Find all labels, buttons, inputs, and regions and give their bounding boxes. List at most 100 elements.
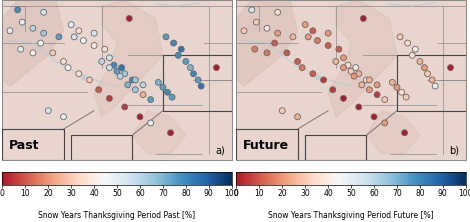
Point [90,44,98,47]
Point [113,69,121,73]
Point [79,39,87,42]
Point [95,88,102,91]
Point [402,95,410,99]
Point [352,66,360,69]
Text: a): a) [215,145,225,155]
Point [49,51,56,55]
Text: Past: Past [9,139,40,152]
Point [147,121,155,125]
Point [289,35,297,39]
Point [404,41,411,45]
Text: Snow Years Thanksgiving Period Past [%]: Snow Years Thanksgiving Period Past [%] [39,211,196,220]
Point [366,78,373,82]
Point [340,97,347,100]
Point [6,29,14,32]
Point [373,93,381,96]
Polygon shape [2,0,63,86]
Point [332,60,339,63]
Polygon shape [236,0,298,86]
Point [324,32,332,35]
Point [167,131,174,135]
Bar [163,55,232,111]
Point [389,81,396,84]
Point [139,93,147,96]
Point [360,17,367,20]
Point [124,83,132,87]
Point [182,60,189,63]
Point [274,32,282,35]
Point [164,90,171,94]
Point [301,23,309,26]
Bar [236,129,298,160]
Point [40,10,47,14]
Point [106,56,113,59]
Point [132,78,139,82]
Point [344,63,352,67]
Point [187,66,194,69]
Point [401,131,408,135]
Point [373,83,381,87]
Text: b): b) [449,145,459,155]
Polygon shape [328,0,397,117]
Point [428,78,436,82]
Point [64,66,72,69]
Point [424,72,431,75]
Point [408,54,416,57]
Point [121,72,128,75]
Point [431,84,439,88]
Point [194,78,202,82]
Point [17,48,24,51]
Point [139,83,147,87]
Point [274,10,282,14]
Point [279,109,286,112]
Point [197,84,205,88]
Bar [397,55,466,111]
Point [55,35,63,39]
Point [98,60,105,63]
Point [212,66,220,69]
Point [101,48,109,51]
Point [294,115,301,119]
Polygon shape [367,111,420,154]
Point [271,41,278,45]
Point [40,32,47,35]
Point [117,74,124,78]
Point [347,69,355,73]
Point [329,88,337,91]
Point [118,66,125,69]
Point [90,32,98,35]
Point [110,63,118,67]
Point [162,35,170,39]
Point [381,98,389,101]
Point [86,78,93,82]
Point [18,20,26,24]
Point [335,48,343,51]
Polygon shape [133,111,186,154]
Point [136,115,144,119]
Point [309,29,317,32]
Point [340,66,347,69]
Point [358,83,366,87]
Text: Future: Future [243,139,290,152]
Point [14,8,22,12]
Point [45,109,52,112]
Point [412,48,419,51]
Point [70,35,78,39]
Point [106,66,113,69]
Point [29,51,37,55]
Point [381,121,389,125]
Point [355,72,362,75]
Bar [71,135,133,160]
Point [147,98,155,101]
Point [313,39,321,42]
Point [159,85,167,89]
Point [396,35,404,39]
Polygon shape [94,0,163,117]
Point [248,8,256,12]
Point [309,72,317,75]
Point [294,60,301,63]
Point [283,51,290,55]
Point [29,26,37,30]
Point [421,66,428,69]
Point [366,88,373,91]
